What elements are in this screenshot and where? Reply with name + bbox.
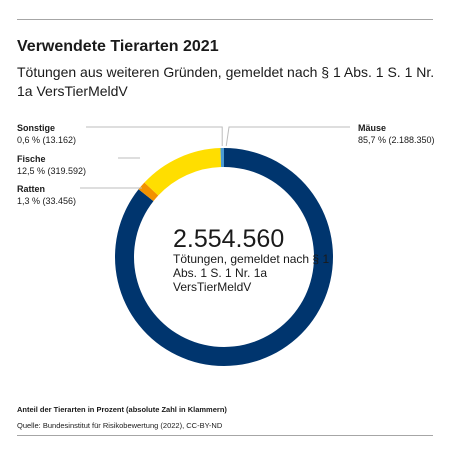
chart-title: Verwendete Tierarten 2021 [17,38,219,55]
label-ratten-name: Ratten [17,184,46,194]
label-ratten: Ratten 1,3 % (33.456) [17,183,76,207]
slice-fische [144,148,222,196]
label-maeuse-value: 85,7 % (2.188.350) [358,135,435,145]
footer-note: Anteil der Tierarten in Prozent (absolut… [17,405,227,414]
slice-sonstige [220,148,224,168]
label-sonstige-name: Sonstige [17,123,56,133]
slice-ratten [138,182,159,202]
label-fische-value: 12,5 % (319.592) [17,166,87,176]
center-description: Tötungen, gemeldet nach § 1 Abs. 1 S. 1 … [173,252,330,294]
leader-maeuse [225,126,350,147]
label-sonstige: Sonstige 0,6 % (13.162) [17,122,76,146]
label-ratten-value: 1,3 % (33.456) [17,196,77,206]
center-total: 2.554.560 [173,225,285,253]
bottom-rule [17,435,433,436]
label-sonstige-value: 0,6 % (13.162) [17,135,77,145]
donut-slices [115,148,333,366]
top-rule [17,19,433,20]
leader-lines [80,126,350,189]
label-fische-name: Fische [17,154,46,164]
label-maeuse-name: Mäuse [358,123,387,133]
chart-subtitle: Tötungen aus weiteren Gründen, gemeldet … [17,64,435,99]
leader-sonstige [86,126,223,147]
center-summary: 2.554.560 Tötungen, gemeldet nach § 1 Ab… [173,226,343,294]
label-fische: Fische 12,5 % (319.592) [17,153,86,177]
footer-source: Quelle: Bundesinstitut für Risikobewertu… [17,421,223,430]
label-maeuse: Mäuse 85,7 % (2.188.350) [358,122,435,146]
